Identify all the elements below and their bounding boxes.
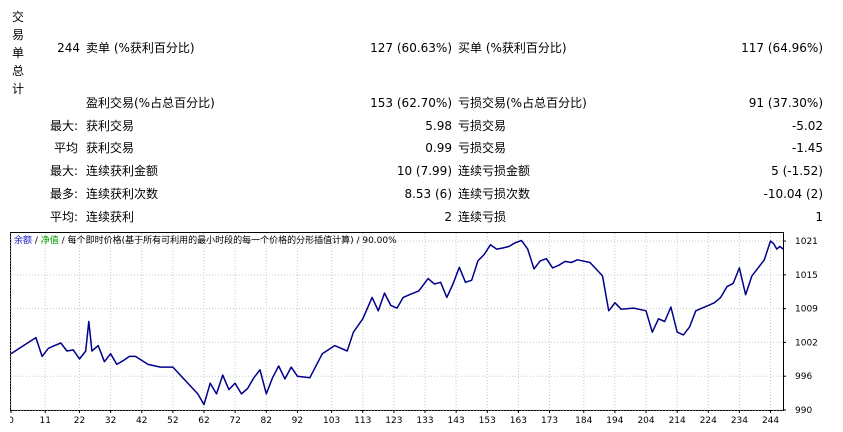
x-tick-label: 0 (10, 416, 14, 426)
stats-left-label: 连续获利金额 (86, 164, 159, 178)
stats-right-value: -5.02 (791, 119, 823, 133)
x-tick-label: 52 (167, 416, 178, 426)
stats-right-label: 亏损交易 (458, 141, 507, 155)
trade-summary-vertical-label: 交 易 单 总 计 (12, 10, 25, 96)
legend-separator: / (32, 236, 41, 246)
chart-legend: 余额 / 净值 / 每个即时价格(基于所有可利用的最小时段的每一个价格的分形插值… (14, 236, 397, 247)
stats-left-label: 获利交易 (86, 119, 135, 133)
x-tick-label: 11 (40, 416, 51, 426)
chart-series (10, 239, 784, 406)
x-tick-label: 234 (731, 416, 748, 426)
loss-trades-label: 亏损交易(%占总百分比) (458, 96, 587, 110)
x-tick-label: 224 (700, 416, 717, 426)
legend-equity: 净值 (40, 236, 59, 246)
x-tick-label: 244 (762, 416, 779, 426)
y-tick-label: 1009 (795, 305, 818, 315)
x-tick-label: 204 (637, 416, 654, 426)
x-tick-label: 103 (323, 416, 340, 426)
stats-left-label: 获利交易 (86, 141, 135, 155)
y-tick-label: 1015 (795, 271, 818, 281)
loss-trades-value: 91 (37.30%) (748, 96, 823, 110)
x-tick-label: 123 (385, 416, 402, 426)
y-tick-label: 990 (795, 406, 812, 416)
stats-left-value: 2 (444, 210, 452, 224)
stats-prefix: 最大: (49, 164, 78, 178)
x-tick-label: 173 (541, 416, 558, 426)
stats-right-value: -1.45 (791, 141, 823, 155)
x-tick-label: 153 (479, 416, 496, 426)
x-tick-label: 184 (575, 416, 592, 426)
y-tick-label: 996 (795, 372, 812, 382)
stats-prefix: 平均: (49, 210, 78, 224)
x-tick-label: 62 (198, 416, 209, 426)
sell-orders-label: 卖单 (%获利百分比) (86, 41, 195, 55)
stats-right-value: 5 (-1.52) (771, 164, 823, 178)
x-tick-label: 92 (292, 416, 303, 426)
y-tick-label: 1002 (795, 338, 818, 348)
stats-left-label: 连续获利次数 (86, 187, 159, 201)
buy-orders-value: 117 (64.96%) (741, 41, 823, 55)
balance-line (10, 239, 784, 406)
stats-right-label: 连续亏损 (458, 210, 507, 224)
x-tick-label: 32 (105, 416, 116, 426)
stats-left-value: 10 (7.99) (396, 164, 452, 178)
stats-prefix: 平均 (53, 141, 78, 155)
x-tick-label: 214 (669, 416, 686, 426)
x-tick-label: 72 (229, 416, 240, 426)
x-tick-label: 22 (74, 416, 85, 426)
x-tick-label: 194 (606, 416, 623, 426)
stats-prefix: 最大: (49, 119, 78, 133)
legend-separator: / (58, 236, 68, 246)
stats-right-value: 1 (815, 210, 823, 224)
profit-trades-value: 153 (62.70%) (370, 96, 452, 110)
x-tick-label: 42 (136, 416, 147, 426)
stats-left-value: 0.99 (425, 141, 452, 155)
stats-prefix: 最多: (49, 187, 78, 201)
legend-balance: 余额 (14, 236, 33, 246)
plot-frame (10, 232, 784, 411)
profit-trades-label: 盈利交易(%占总百分比) (86, 96, 215, 110)
buy-orders-label: 买单 (%获利百分比) (458, 41, 567, 55)
x-tick-label: 113 (354, 416, 371, 426)
balance-chart: 0 11 22 32 42 52 62 72 82 92 103 113 123 133 143 153 163… (10, 232, 818, 426)
y-axis-ticks: 990 996 1002 1009 1015 1021 (783, 237, 818, 416)
x-tick-label: 143 (448, 416, 465, 426)
chart-grid (10, 233, 783, 411)
x-tick-label: 163 (510, 416, 527, 426)
stats-right-value: -10.04 (2) (763, 187, 824, 201)
stats-right-label: 连续亏损金额 (458, 164, 531, 178)
x-axis-ticks: 0 11 22 32 42 52 62 72 82 92 103 113 123 133 143 153 163… (10, 410, 779, 426)
x-tick-label: 133 (416, 416, 433, 426)
x-tick-label: 82 (261, 416, 272, 426)
legend-description: 每个即时价格(基于所有可利用的最小时段的每一个价格的分形插值计算) / 90.0… (67, 236, 397, 246)
stats-right-label: 连续亏损次数 (458, 187, 531, 201)
stats-left-value: 5.98 (425, 119, 452, 133)
stats-left-label: 连续获利 (86, 210, 135, 224)
y-tick-label: 1021 (795, 237, 818, 247)
sell-orders-value: 127 (60.63%) (370, 41, 452, 55)
total-trades-value: 244 (57, 41, 80, 55)
stats-left-value: 8.53 (6) (404, 187, 452, 201)
stats-right-label: 亏损交易 (458, 119, 507, 133)
